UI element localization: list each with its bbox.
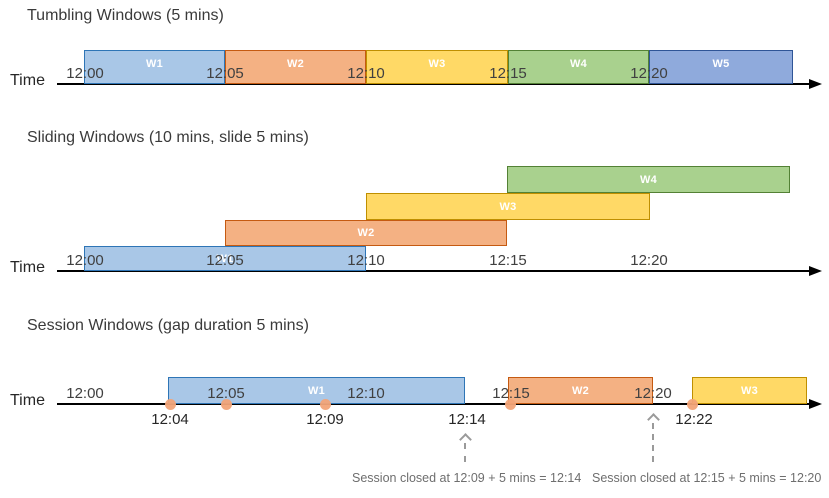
window-tumbling-w5: W5 bbox=[649, 50, 793, 84]
window-tumbling-w2: W2 bbox=[225, 50, 366, 84]
annotation-dashed-line bbox=[652, 423, 654, 462]
tick-label-tumbling: 12:10 bbox=[347, 65, 385, 82]
event-dot bbox=[687, 399, 698, 410]
window-label-w4: W4 bbox=[569, 58, 588, 70]
section-title-tumbling: Tumbling Windows (5 mins) bbox=[27, 7, 224, 24]
window-label-w1: W1 bbox=[307, 384, 326, 397]
time-axis-arrowhead-icon bbox=[809, 266, 822, 276]
tick-label-sliding: 12:15 bbox=[489, 252, 527, 269]
tick-label-tumbling: 12:20 bbox=[630, 65, 668, 82]
window-session-w1: W1 bbox=[168, 377, 465, 404]
window-label-w5: W5 bbox=[712, 58, 730, 70]
time-axis-arrowhead-icon bbox=[809, 79, 822, 89]
event-time-label: 12:04 bbox=[151, 411, 189, 428]
event-time-label: 12:22 bbox=[675, 411, 713, 428]
window-label-w3: W3 bbox=[499, 200, 517, 213]
window-sliding-w2: W2 bbox=[225, 220, 507, 246]
window-tumbling-w1: W1 bbox=[84, 50, 225, 84]
window-session-w3: W3 bbox=[692, 377, 807, 404]
tick-label-tumbling: 12:00 bbox=[66, 65, 104, 82]
time-axis-line-tumbling bbox=[57, 83, 809, 85]
tick-label-sliding: 12:20 bbox=[630, 252, 668, 269]
window-sliding-w1: W1 bbox=[84, 246, 366, 271]
window-label-w1: W1 bbox=[145, 58, 164, 70]
event-dot bbox=[320, 399, 331, 410]
tick-label-sliding: 12:05 bbox=[206, 252, 244, 269]
time-axis-line-sliding bbox=[57, 270, 809, 272]
tick-label-tumbling: 12:05 bbox=[206, 65, 244, 82]
window-label-w1: W1 bbox=[216, 252, 234, 265]
event-time-label: 12:09 bbox=[306, 411, 344, 428]
window-tumbling-w4: W4 bbox=[508, 50, 649, 84]
tick-label-session: 12:15 bbox=[492, 385, 530, 402]
time-axis-label-tumbling: Time bbox=[10, 72, 45, 89]
tick-label-sliding: 12:10 bbox=[347, 252, 385, 269]
tick-label-sliding: 12:00 bbox=[66, 252, 104, 269]
time-axis-label-session: Time bbox=[10, 392, 45, 409]
section-title-session: Session Windows (gap duration 5 mins) bbox=[27, 317, 309, 334]
time-axis-label-sliding: Time bbox=[10, 259, 45, 276]
annotation-dashed-line bbox=[464, 443, 466, 462]
time-axis-arrowhead-icon bbox=[809, 399, 822, 409]
window-sliding-w3: W3 bbox=[366, 193, 650, 220]
tick-label-session: 12:20 bbox=[634, 385, 672, 402]
annotation-text: Session closed at 12:09 + 5 mins = 12:14 bbox=[352, 471, 582, 485]
window-label-w2: W2 bbox=[286, 58, 305, 70]
window-sliding-w4: W4 bbox=[507, 166, 790, 193]
tick-label-session: 12:10 bbox=[347, 385, 385, 402]
event-dot bbox=[165, 399, 176, 410]
tick-label-tumbling: 12:15 bbox=[489, 65, 527, 82]
time-axis-line-session bbox=[57, 403, 809, 405]
tick-label-session: 12:00 bbox=[66, 385, 104, 402]
event-dot bbox=[505, 399, 516, 410]
tick-label-session: 12:05 bbox=[207, 385, 245, 402]
event-dot bbox=[221, 399, 232, 410]
window-label-w3: W3 bbox=[740, 384, 759, 397]
window-label-w3: W3 bbox=[428, 58, 446, 70]
window-session-w2: W2 bbox=[508, 377, 653, 404]
window-label-w4: W4 bbox=[639, 173, 658, 186]
window-tumbling-w3: W3 bbox=[366, 50, 508, 84]
annotation-text: Session closed at 12:15 + 5 mins = 12:20 bbox=[592, 471, 822, 485]
section-title-sliding: Sliding Windows (10 mins, slide 5 mins) bbox=[27, 129, 309, 146]
window-label-w2: W2 bbox=[571, 384, 590, 397]
event-time-label: 12:14 bbox=[448, 411, 486, 428]
window-label-w2: W2 bbox=[357, 227, 375, 239]
